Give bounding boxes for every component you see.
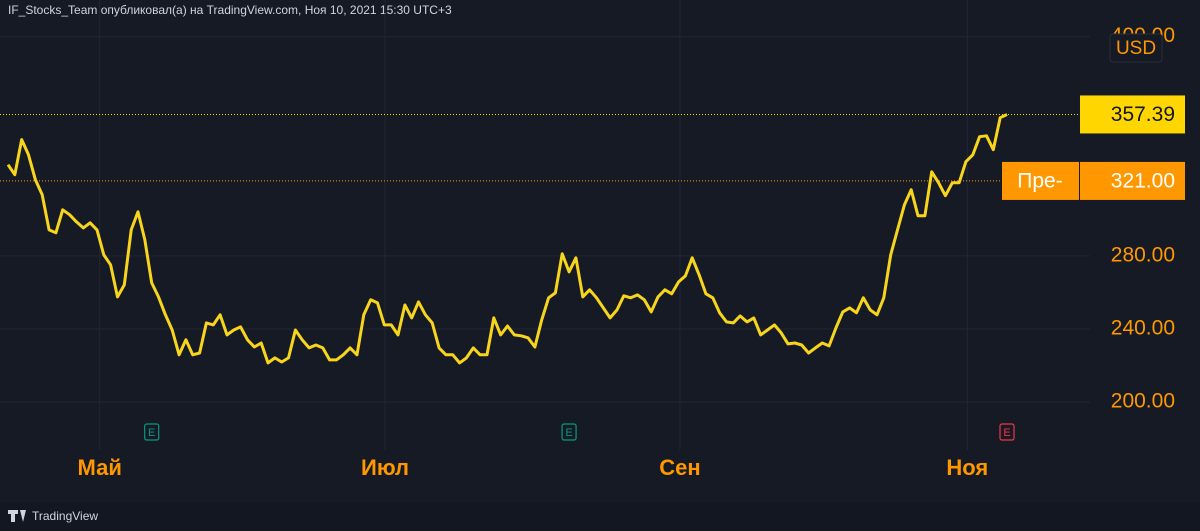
y-tick-label: 200.00 [1111, 390, 1175, 413]
price-label-box [1080, 161, 1185, 200]
price-label: 321.00 [1111, 169, 1175, 192]
x-tick-label: Сен [659, 455, 700, 480]
event-label: E [148, 427, 155, 439]
event-marker [144, 423, 160, 441]
y-tick-label: 280.00 [1111, 243, 1175, 266]
event-label: E [565, 427, 572, 439]
footer-bar [0, 503, 1200, 531]
price-label: 357.39 [1111, 103, 1175, 126]
tv-logo [8, 510, 26, 522]
footer: TradingView [32, 509, 98, 523]
x-tick-label: Июл [361, 455, 409, 480]
currency-box [1109, 33, 1163, 63]
x-tick-label: Май [78, 455, 122, 480]
price-tag: Пре- [1017, 169, 1062, 192]
price-line-series [6, 113, 1008, 365]
event-marker [999, 423, 1015, 441]
price-tag-box [1002, 161, 1079, 200]
y-tick-label: 240.00 [1111, 316, 1175, 339]
header: IF_Stocks_Team опубликовал(а) на Trading… [8, 3, 452, 17]
price-label-box [1080, 95, 1185, 134]
x-tick-label: Ноя [946, 455, 988, 480]
event-label: E [1003, 427, 1010, 439]
event-marker [561, 423, 577, 441]
currency: USD [1116, 38, 1156, 59]
